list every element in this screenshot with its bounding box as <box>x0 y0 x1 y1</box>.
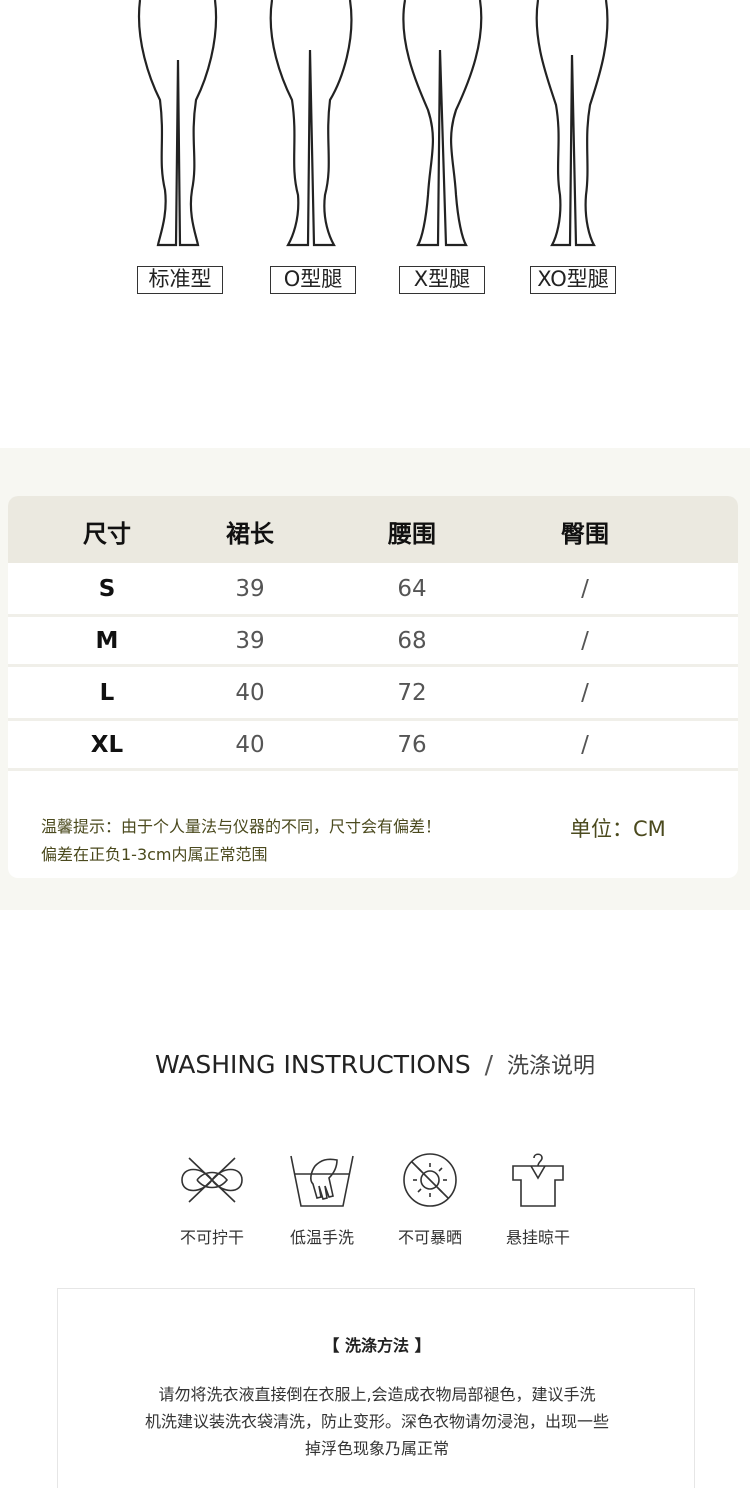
size-table: 尺寸 裙长 腰围 臀围 S 39 64 / M 39 68 / L 40 72 / XL 40 76 / 温馨… <box>8 496 738 878</box>
hang-dry-icon <box>512 1153 564 1207</box>
method-line-1: 请勿将洗衣液直接倒在衣服上,会造成衣物局部褪色，建议手洗 <box>158 1385 596 1404</box>
hip-cell: / <box>581 680 589 706</box>
washing-title: WASHING INSTRUCTIONS / 洗涤说明 <box>0 1048 750 1080</box>
leg-shapes-illustration <box>138 0 609 247</box>
table-header: 尺寸 裙长 腰围 臀围 <box>8 496 738 563</box>
standard-legs-icon <box>138 0 218 247</box>
header-hip: 臀围 <box>561 520 609 548</box>
waist-cell: 64 <box>397 576 427 602</box>
size-cell: XL <box>90 732 124 758</box>
leg-label-standard: 标准型 <box>137 266 223 294</box>
table-row: M 39 68 / <box>8 617 738 667</box>
washing-title-cn: 洗涤说明 <box>507 1054 596 1079</box>
size-cell: L <box>99 680 115 706</box>
hip-cell: / <box>581 576 589 602</box>
waist-cell: 76 <box>397 732 427 758</box>
header-length: 裙长 <box>226 520 274 548</box>
washing-method-box: 【 洗涤方法 】 请勿将洗衣液直接倒在衣服上,会造成衣物局部褪色，建议手洗 机洗… <box>57 1288 695 1488</box>
method-title: 【 洗涤方法 】 <box>323 1336 431 1355</box>
length-cell: 39 <box>235 576 265 602</box>
length-cell: 40 <box>235 680 265 706</box>
x-legs-icon <box>402 0 483 247</box>
no-sun-icon <box>403 1153 457 1207</box>
method-line-2: 机洗建议装洗衣袋清洗，防止变形。深色衣物请勿浸泡，出现一些 <box>144 1412 609 1431</box>
leg-label-xo: XO型腿 <box>530 266 616 294</box>
table-row: S 39 64 / <box>8 563 738 617</box>
table-row: XL 40 76 / <box>8 721 738 771</box>
hand-wash-icon <box>290 1155 354 1207</box>
waist-cell: 68 <box>397 628 427 654</box>
header-size: 尺寸 <box>83 520 131 548</box>
washing-title-en: WASHING INSTRUCTIONS <box>154 1050 471 1079</box>
size-note-line2: 偏差在正负1-3cm内属正常范围 <box>41 845 268 864</box>
label-hang-dry: 悬挂晾干 <box>505 1228 570 1247</box>
size-chart-section: 尺寸 裙长 腰围 臀围 S 39 64 / M 39 68 / L 40 72 / XL 40 76 / 温馨… <box>0 448 750 910</box>
header-waist: 腰围 <box>388 520 436 548</box>
title-separator: / <box>484 1050 494 1079</box>
waist-cell: 72 <box>397 680 427 706</box>
xo-legs-icon <box>535 0 609 247</box>
hip-cell: / <box>581 628 589 654</box>
label-hand-wash: 低温手洗 <box>289 1228 354 1247</box>
leg-label-x: X型腿 <box>399 266 485 294</box>
hip-cell: / <box>581 732 589 758</box>
size-note-line1: 温馨提示：由于个人量法与仪器的不同，尺寸会有偏差！ <box>41 817 442 836</box>
label-no-wring: 不可拧干 <box>179 1228 244 1247</box>
no-wring-icon <box>181 1157 243 1203</box>
leg-label-o: O型腿 <box>270 266 356 294</box>
length-cell: 39 <box>235 628 265 654</box>
size-cell: M <box>95 628 119 654</box>
unit-label: 单位：CM <box>570 817 666 841</box>
length-cell: 40 <box>235 732 265 758</box>
method-line-3: 掉浮色现象乃属正常 <box>304 1439 449 1458</box>
o-legs-icon <box>269 0 353 247</box>
label-no-sun: 不可暴晒 <box>397 1228 462 1247</box>
size-cell: S <box>98 576 116 602</box>
table-row: L 40 72 / <box>8 667 738 721</box>
